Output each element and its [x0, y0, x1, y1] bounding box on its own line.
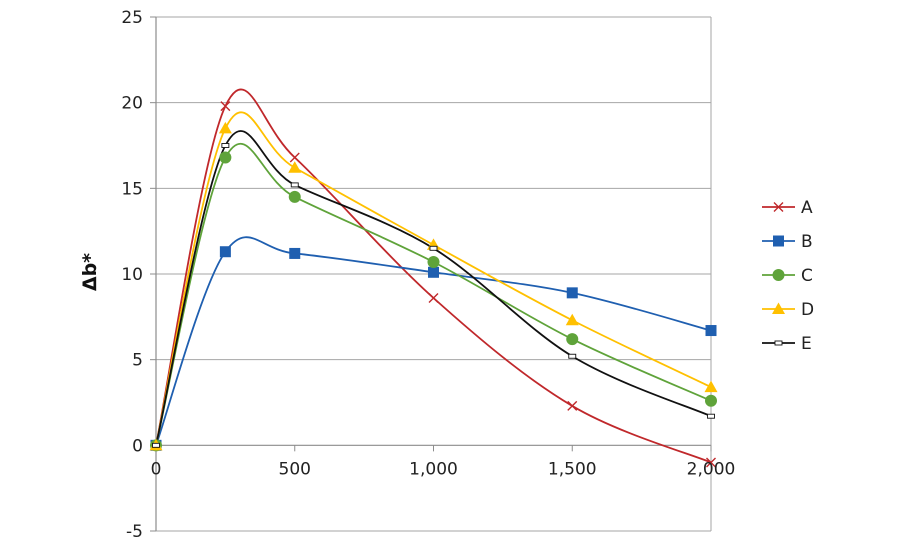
legend-item-b: B — [762, 232, 813, 252]
data-point-d — [704, 380, 718, 393]
series-line-c — [155, 142, 712, 446]
data-point-e — [568, 353, 577, 359]
legend-label: C — [801, 266, 813, 286]
y-tick-label: 0 — [132, 436, 143, 456]
data-point-b — [289, 247, 301, 259]
series-layer — [149, 88, 718, 468]
y-tick-label: 10 — [121, 265, 143, 285]
data-point-d — [218, 121, 232, 134]
y-tick-label: 20 — [121, 94, 143, 114]
legend-marker — [772, 302, 785, 314]
data-point-a — [220, 101, 231, 112]
y-tick-label: -5 — [126, 522, 143, 542]
x-tick-label: 2,000 — [687, 459, 736, 479]
legend-marker — [772, 269, 785, 281]
tick-labels: -5 0 5 10 15 20 25 0 500 1,000 1,500 2,000 — [121, 8, 735, 542]
data-point-b — [705, 325, 717, 337]
data-point-c — [566, 333, 579, 346]
x-tick-label: 1,500 — [548, 459, 597, 479]
y-axis-title: Δb* — [79, 253, 101, 291]
legend-marker — [773, 202, 784, 212]
data-point-a — [289, 152, 300, 163]
data-point-e — [429, 245, 438, 251]
data-point-a — [567, 400, 578, 411]
legend-marker — [774, 340, 783, 346]
legend-item-e: E — [762, 334, 812, 354]
data-point-b — [566, 287, 578, 299]
legend-label: B — [801, 232, 813, 252]
data-point-e — [152, 442, 160, 448]
x-tick-label: 500 — [279, 459, 311, 479]
data-point-e — [707, 413, 715, 419]
data-point-b — [428, 266, 439, 278]
data-point-b — [219, 246, 231, 258]
y-tick-label: 25 — [121, 8, 143, 28]
legend-item-d: D — [762, 300, 814, 320]
y-tick-label: 15 — [121, 179, 143, 199]
data-point-a — [428, 292, 439, 303]
legend-marker — [773, 235, 784, 247]
data-point-a — [706, 457, 716, 468]
data-point-e — [290, 182, 299, 188]
legend-item-c: C — [762, 266, 813, 286]
series-line-d — [155, 111, 712, 446]
data-point-e — [221, 143, 230, 148]
x-tick-label: 1,000 — [409, 459, 458, 479]
legend-item-a: A — [762, 198, 813, 218]
data-point-d — [565, 313, 579, 326]
legend-label: E — [801, 334, 812, 354]
x-tick-label: 0 — [151, 459, 162, 479]
y-tick-label: 5 — [132, 351, 143, 371]
legend-label: A — [801, 198, 813, 218]
data-point-d — [288, 161, 302, 173]
series-line-e — [155, 130, 712, 446]
legend-label: D — [801, 300, 814, 320]
data-point-c — [427, 256, 440, 269]
data-point-c — [219, 151, 232, 164]
data-point-c — [705, 394, 717, 407]
data-point-c — [288, 190, 301, 203]
series-line-b — [155, 236, 712, 446]
